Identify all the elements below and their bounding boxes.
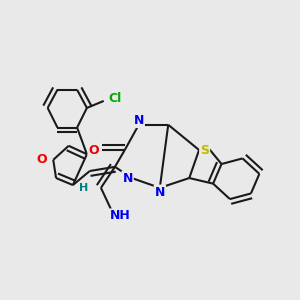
- Text: Cl: Cl: [108, 92, 122, 105]
- Text: O: O: [37, 153, 47, 166]
- Text: N: N: [154, 186, 165, 199]
- Text: NH: NH: [110, 209, 131, 222]
- Text: N: N: [134, 114, 144, 127]
- Text: O: O: [88, 143, 99, 157]
- Text: N: N: [122, 172, 133, 184]
- Text: H: H: [80, 183, 89, 193]
- Text: S: S: [200, 143, 209, 157]
